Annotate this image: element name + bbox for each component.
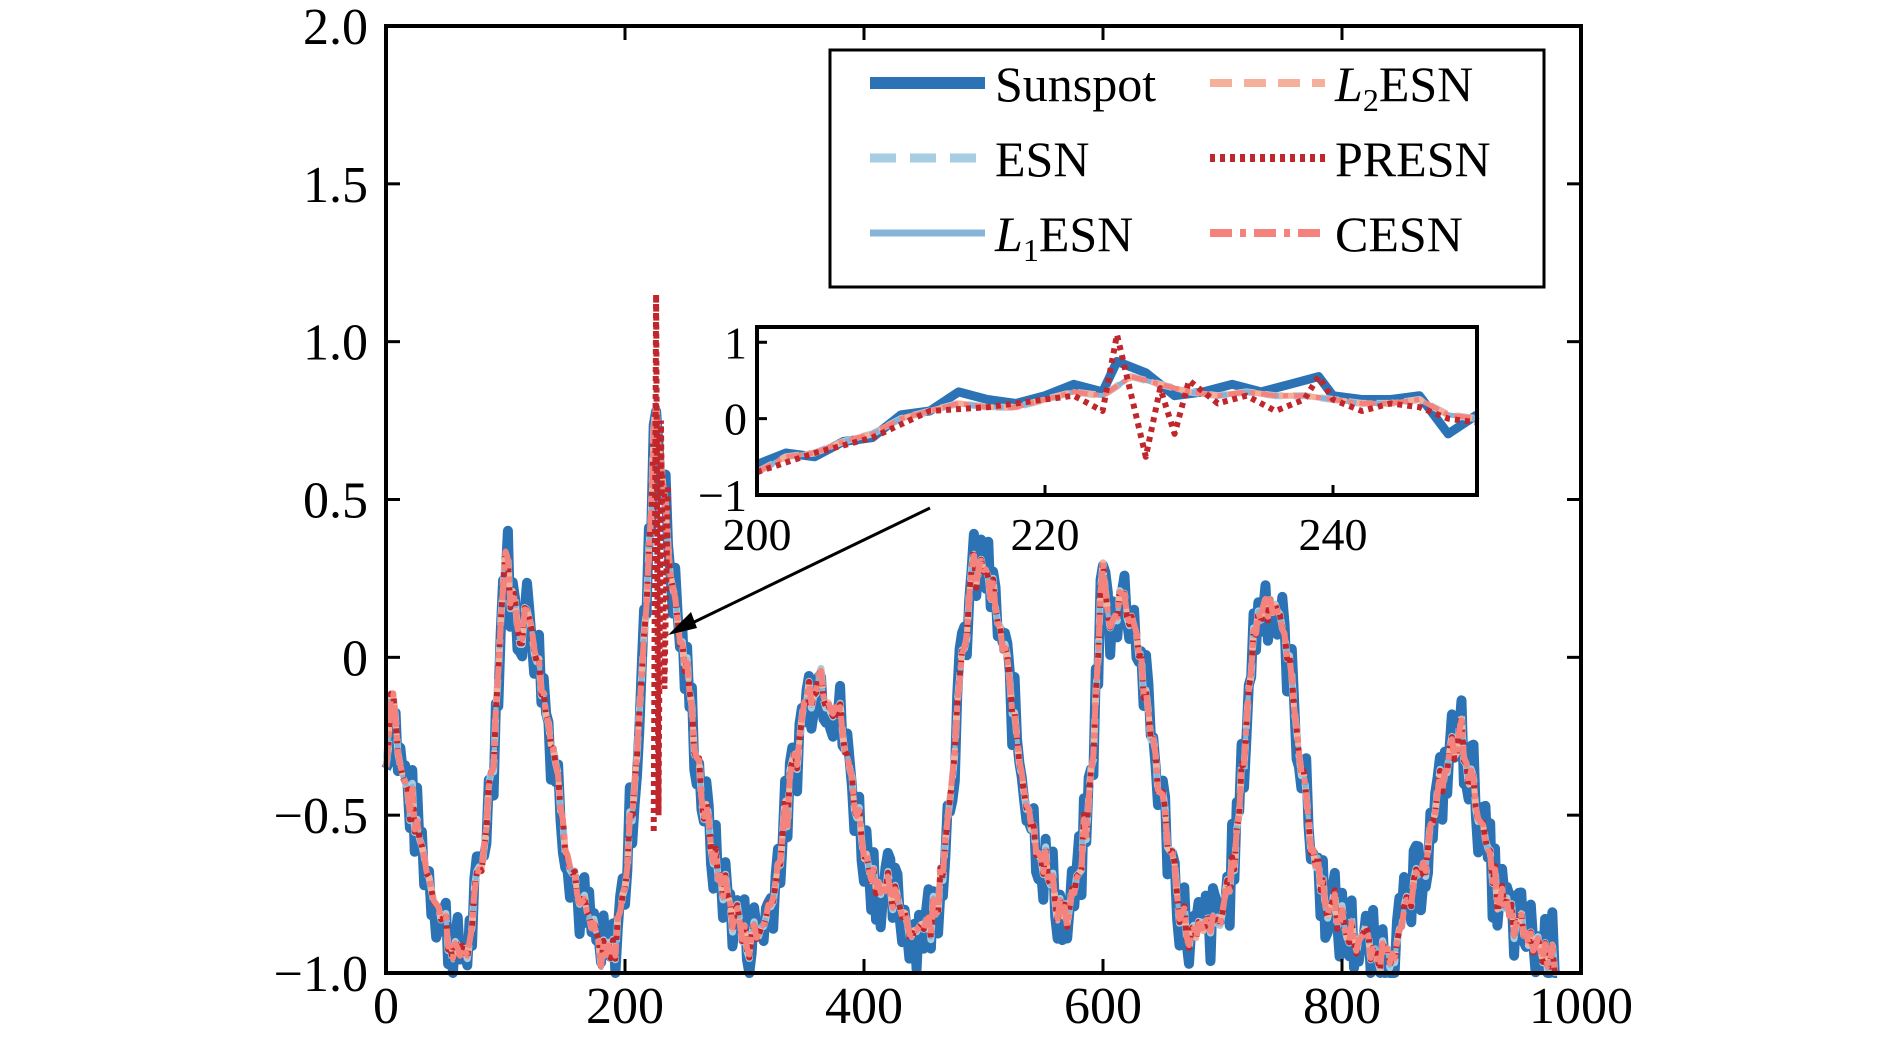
inset-y-tick-label: 1 [724, 317, 747, 368]
inset-background [757, 327, 1477, 495]
y-tick-label: −1.0 [274, 946, 368, 1003]
x-tick-label: 800 [1303, 978, 1381, 1035]
legend-label-esn: ESN [995, 131, 1089, 187]
inset-arrow [668, 506, 931, 635]
series-layer [381, 294, 1560, 978]
inset-frame [755, 325, 1479, 497]
inset-x-tick-label: 240 [1299, 509, 1368, 560]
presn-spike [650, 294, 671, 832]
inset-y-tick-label: −1 [698, 470, 747, 521]
legend-label-l2esn: L2ESN [1334, 56, 1473, 118]
inset-line-cesn [755, 374, 1478, 475]
axis-layer: 0 200 400 600 800 1000 −1.0 −0.5 0 0.5 1.0 1.5 2.0 [274, 0, 1633, 1035]
y-tick-label: 0 [342, 630, 368, 687]
legend-box [828, 48, 1546, 289]
x-tick-label: 600 [1064, 978, 1142, 1035]
y-tick-label: 1.0 [303, 315, 368, 372]
legend-label-cesn: CESN [1335, 206, 1463, 262]
legend-label-presn: PRESN [1335, 131, 1491, 187]
x-tick-label: 0 [373, 978, 399, 1035]
x-tick-label: 1000 [1529, 978, 1633, 1035]
legend-label-sunspot: Sunspot [995, 56, 1156, 112]
inset-line-presn [756, 331, 1478, 475]
y-tick-label: 1.5 [303, 157, 368, 214]
inset-x-tick-label: 220 [1011, 509, 1080, 560]
legend: Sunspot ESN L1ESN L2ESN PRESN CESN [828, 48, 1546, 289]
y-tick-label: −0.5 [274, 788, 368, 845]
inset-x-tick-label: 200 [723, 509, 792, 560]
inset-y-tick-label: 0 [724, 394, 747, 445]
legend-label-l1esn: L1ESN [994, 206, 1133, 268]
x-tick-label: 400 [825, 978, 903, 1035]
inset: 200 220 240 −1 0 1 [698, 317, 1480, 560]
y-tick-label: 0.5 [303, 473, 368, 530]
series-line-cesn [383, 402, 1558, 976]
y-tick-label: 2.0 [303, 0, 368, 56]
x-tick-label: 200 [586, 978, 664, 1035]
